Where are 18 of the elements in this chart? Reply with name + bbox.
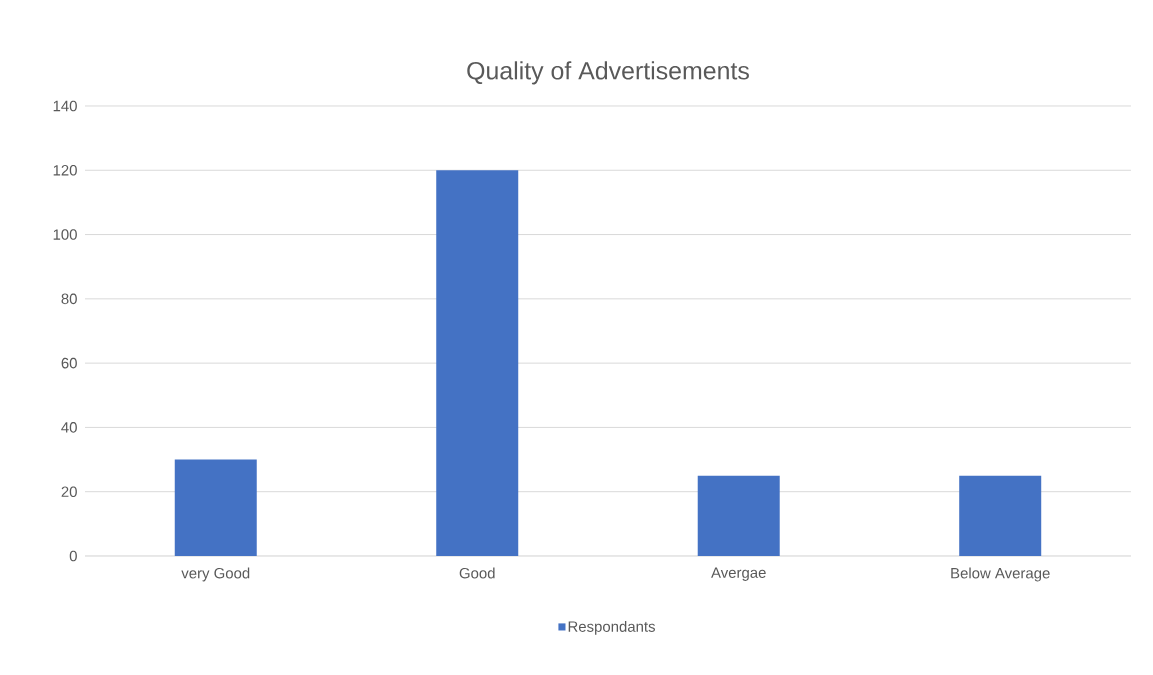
- y-tick-label: 140: [53, 100, 77, 112]
- x-tick-label: very Good: [181, 567, 250, 582]
- chart-title: Quality of Advertisements: [467, 61, 749, 85]
- y-tick-label: 60: [61, 357, 77, 369]
- y-tick-label: 0: [69, 550, 77, 562]
- bar: [697, 475, 780, 556]
- y-tick-label: 100: [53, 229, 77, 240]
- x-tick-label: Good: [459, 567, 495, 579]
- bar: [436, 170, 519, 556]
- y-tick-label: 40: [61, 422, 77, 433]
- legend-label: Respondants: [568, 620, 655, 635]
- x-tick-label: Below Average: [951, 567, 1050, 582]
- bar: [174, 459, 257, 556]
- y-tick-label: 80: [61, 293, 77, 305]
- bar: [959, 475, 1042, 556]
- x-tick-label: Avergae: [711, 567, 766, 581]
- y-tick-label: 120: [53, 164, 77, 176]
- y-tick-label: 20: [61, 486, 77, 497]
